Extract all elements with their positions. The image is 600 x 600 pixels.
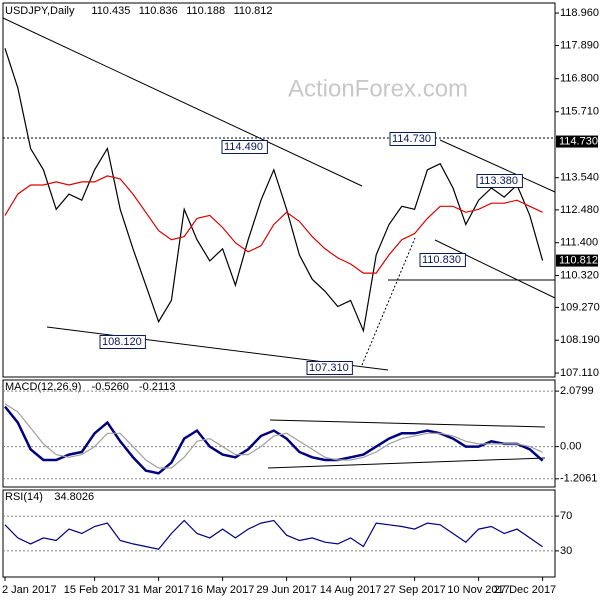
indicator-value: -0.2113: [139, 381, 176, 393]
trendline: [269, 419, 546, 428]
price-label-box: [556, 135, 598, 148]
ohlc-value: 110.836: [139, 5, 178, 17]
indicator-value: 34.8026: [54, 491, 94, 503]
price-label: 110.812: [559, 254, 598, 266]
rsi-frame: [2, 489, 556, 578]
series-line: [4, 48, 544, 333]
price-label-box: [556, 254, 598, 267]
annotation-box: [476, 174, 523, 188]
y-tick-label: 107.110: [560, 367, 599, 379]
x-tick-label: 2 Jan 2017: [2, 584, 56, 596]
annotation: 114.490: [224, 141, 263, 153]
x-tick-label: 27 Dec 2017: [494, 584, 556, 596]
x-tick-label: 27 Sep 2017: [383, 584, 445, 596]
y-tick-label: 110.320: [560, 269, 599, 281]
rsi-title: RSI(14): [5, 491, 43, 503]
x-tick-label: 15 Feb 2017: [64, 584, 126, 596]
annotation: 113.380: [479, 175, 518, 187]
trendline: [439, 139, 556, 193]
trendline: [361, 237, 416, 366]
x-tick-label: 14 Aug 2017: [320, 584, 382, 596]
chart-title: USDJPY,Daily: [5, 5, 75, 17]
y-tick-label: 118.960: [560, 7, 599, 19]
series-line: [4, 175, 543, 274]
y-tick-label: 116.800: [560, 73, 599, 85]
series-line: [4, 519, 543, 550]
ohlc-value: 110.435: [91, 5, 130, 17]
y-tick-label: 70: [560, 510, 572, 522]
macd-frame: [2, 379, 556, 488]
annotation: 107.310: [309, 362, 349, 374]
watermark: ActionForex.com: [288, 75, 468, 102]
y-tick-label: 108.190: [560, 334, 600, 346]
trendline: [434, 239, 556, 299]
macd-title: MACD(12,26,9): [5, 381, 81, 393]
trendline: [267, 457, 546, 469]
x-tick-label: 10 Nov 2017: [447, 584, 509, 596]
x-tick-label: 29 Jun 2017: [256, 584, 317, 596]
annotation-box: [419, 253, 466, 267]
series-line: [4, 403, 543, 469]
y-tick-label: 109.270: [560, 301, 600, 313]
annotation-box: [99, 335, 146, 349]
y-tick-label: 2.0799: [560, 385, 594, 397]
x-tick-label: 31 Mar 2017: [128, 584, 190, 596]
trendline: [2, 17, 363, 187]
annotation-box: [306, 361, 353, 375]
y-tick-label: 111.400: [560, 237, 598, 249]
y-tick-label: 113.540: [560, 172, 599, 184]
y-tick-label: -1.2061: [560, 473, 597, 485]
annotation: 114.730: [392, 133, 431, 145]
x-tick-label: 16 May 2017: [191, 584, 255, 596]
y-tick-label: 112.480: [560, 204, 599, 216]
annotation: 108.120: [102, 336, 142, 348]
price-label: 114.730: [559, 135, 598, 147]
y-tick-label: 0.00: [560, 441, 581, 453]
annotation: 110.830: [422, 254, 461, 266]
y-tick-label: 115.710: [560, 106, 599, 118]
ohlc-value: 110.812: [234, 5, 273, 17]
y-tick-label: 30: [560, 545, 572, 557]
main-frame: [2, 2, 556, 378]
annotation-box: [389, 132, 436, 146]
y-tick-label: 117.890: [560, 39, 599, 51]
series-line: [4, 405, 544, 475]
annotation-box: [221, 140, 268, 154]
trendlines: [2, 17, 556, 469]
ohlc-value: 110.188: [186, 5, 225, 17]
indicator-value: -0.5260: [92, 381, 129, 393]
